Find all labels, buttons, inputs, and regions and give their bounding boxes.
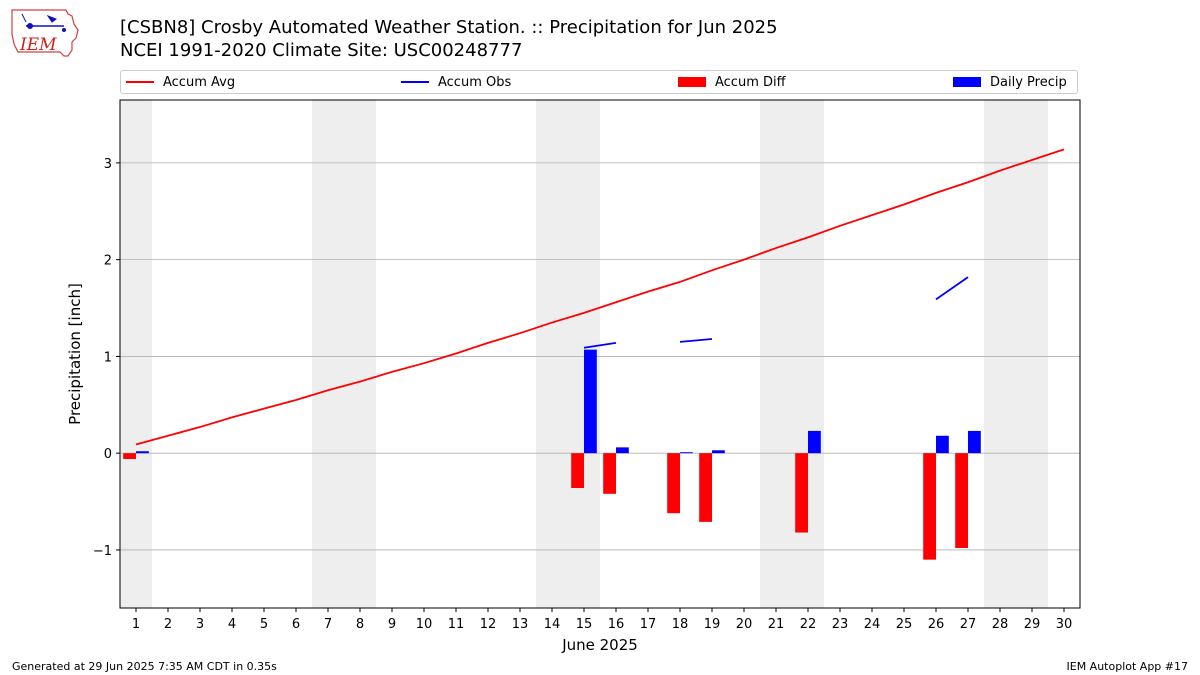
- accum-avg-line: [135, 148, 1065, 446]
- accum-diff-bar: [923, 453, 936, 560]
- x-tick-label: 7: [324, 617, 332, 632]
- x-tick-label: 3: [196, 617, 204, 632]
- y-gridlines: [120, 162, 1080, 551]
- x-tick-label: 10: [416, 617, 433, 632]
- weekend-band-0: [120, 100, 152, 608]
- legend-swatch-accum-avg: [126, 81, 154, 83]
- iowa-state-outline: [11, 9, 79, 57]
- daily-precip-bar: [808, 430, 821, 454]
- x-tick-label: 1: [132, 617, 140, 632]
- accum-diff-bar: [123, 453, 136, 459]
- x-tick-label: 19: [704, 617, 721, 632]
- x-tick-label: 11: [448, 617, 465, 632]
- x-tick-label: 30: [1056, 617, 1073, 632]
- x-tick-label: 24: [864, 617, 881, 632]
- x-tick-label: 18: [672, 617, 689, 632]
- x-tick-label: 6: [292, 617, 300, 632]
- legend-label-accum-avg: Accum Avg: [163, 74, 236, 90]
- y-tick-label: 1: [104, 350, 112, 365]
- y-tick-label: −1: [93, 544, 112, 559]
- legend-swatch-accum-diff: [678, 77, 706, 87]
- weekend-shading: [120, 100, 1048, 608]
- chart-title: [CSBN8] Crosby Automated Weather Station…: [120, 17, 778, 38]
- accum-diff-bar: [795, 453, 808, 533]
- x-tick-label: 17: [640, 617, 657, 632]
- x-tick-label: 28: [992, 617, 1009, 632]
- y-tick-label: 0: [104, 447, 112, 462]
- daily-precip-bar: [680, 452, 693, 454]
- accum-obs-line: [935, 276, 969, 301]
- x-tick-label: 15: [576, 617, 593, 632]
- accum-diff-bar: [955, 453, 968, 549]
- iem-logo: IEM: [11, 9, 79, 57]
- lines: [135, 148, 1065, 446]
- legend: Accum Avg Accum Obs Accum Diff Daily Pre…: [120, 70, 1078, 94]
- chart-subtitle: NCEI 1991-2020 Climate Site: USC00248777: [120, 40, 523, 61]
- x-axis-label: June 2025: [561, 636, 638, 654]
- legend-item-accum-avg: Accum Avg: [126, 71, 235, 93]
- x-tick-label: 12: [480, 617, 497, 632]
- y-axis-ticks: −1 0 1 2 3: [93, 157, 120, 559]
- weekend-band-3: [760, 100, 824, 608]
- x-tick-label: 25: [896, 617, 913, 632]
- x-tick-label: 8: [356, 617, 364, 632]
- x-tick-label: 22: [800, 617, 817, 632]
- x-tick-label: 27: [960, 617, 977, 632]
- x-tick-label: 5: [260, 617, 268, 632]
- legend-item-accum-diff: Accum Diff: [678, 71, 786, 93]
- x-tick-label: 16: [608, 617, 625, 632]
- logo-text: IEM: [19, 35, 57, 55]
- daily-precip-bar: [616, 447, 629, 454]
- legend-label-daily-precip: Daily Precip: [990, 74, 1067, 90]
- legend-label-accum-diff: Accum Diff: [715, 74, 786, 90]
- x-tick-label: 13: [512, 617, 529, 632]
- y-axis-label: Precipitation [inch]: [66, 283, 84, 425]
- legend-label-accum-obs: Accum Obs: [438, 74, 512, 90]
- accum-diff-bar: [571, 453, 584, 489]
- accum-obs-line: [583, 341, 617, 349]
- legend-swatch-accum-obs: [401, 81, 429, 83]
- daily-precip-bar: [136, 451, 149, 454]
- accum-diff-bar: [699, 453, 712, 522]
- x-tick-label: 9: [388, 617, 396, 632]
- x-tick-label: 29: [1024, 617, 1041, 632]
- x-tick-label: 23: [832, 617, 849, 632]
- weekend-band-4: [984, 100, 1048, 608]
- legend-swatch-daily-precip: [953, 77, 981, 87]
- x-tick-label: 4: [228, 617, 236, 632]
- accum-obs-line: [679, 338, 713, 343]
- daily-precip-bar: [936, 435, 949, 454]
- y-tick-label: 2: [104, 254, 112, 269]
- weather-instrument-icon: [21, 13, 66, 32]
- accum-diff-bar: [667, 453, 680, 514]
- bars: [123, 349, 981, 560]
- legend-item-daily-precip: Daily Precip: [953, 71, 1067, 93]
- x-tick-label: 26: [928, 617, 945, 632]
- footer-app-text: IEM Autoplot App #17: [1066, 660, 1189, 673]
- accum-diff-bar: [603, 453, 616, 494]
- daily-precip-bar: [584, 349, 597, 454]
- weekend-band-1: [312, 100, 376, 608]
- x-tick-label: 21: [768, 617, 785, 632]
- daily-precip-bar: [968, 430, 981, 454]
- legend-item-accum-obs: Accum Obs: [401, 71, 511, 93]
- x-tick-label: 2: [164, 617, 172, 632]
- daily-precip-bar: [712, 450, 725, 454]
- x-axis-ticks: 1 2 3 4 5 6 7 8 9 10 11 12 13 14 15 16 17 18 19 20 21 22 23 24 2…: [132, 608, 1072, 632]
- footer-generated-text: Generated at 29 Jun 2025 7:35 AM CDT in …: [12, 660, 277, 673]
- x-tick-label: 20: [736, 617, 753, 632]
- plot-frame: [119, 99, 1081, 609]
- y-tick-label: 3: [104, 157, 112, 172]
- x-tick-label: 14: [544, 617, 561, 632]
